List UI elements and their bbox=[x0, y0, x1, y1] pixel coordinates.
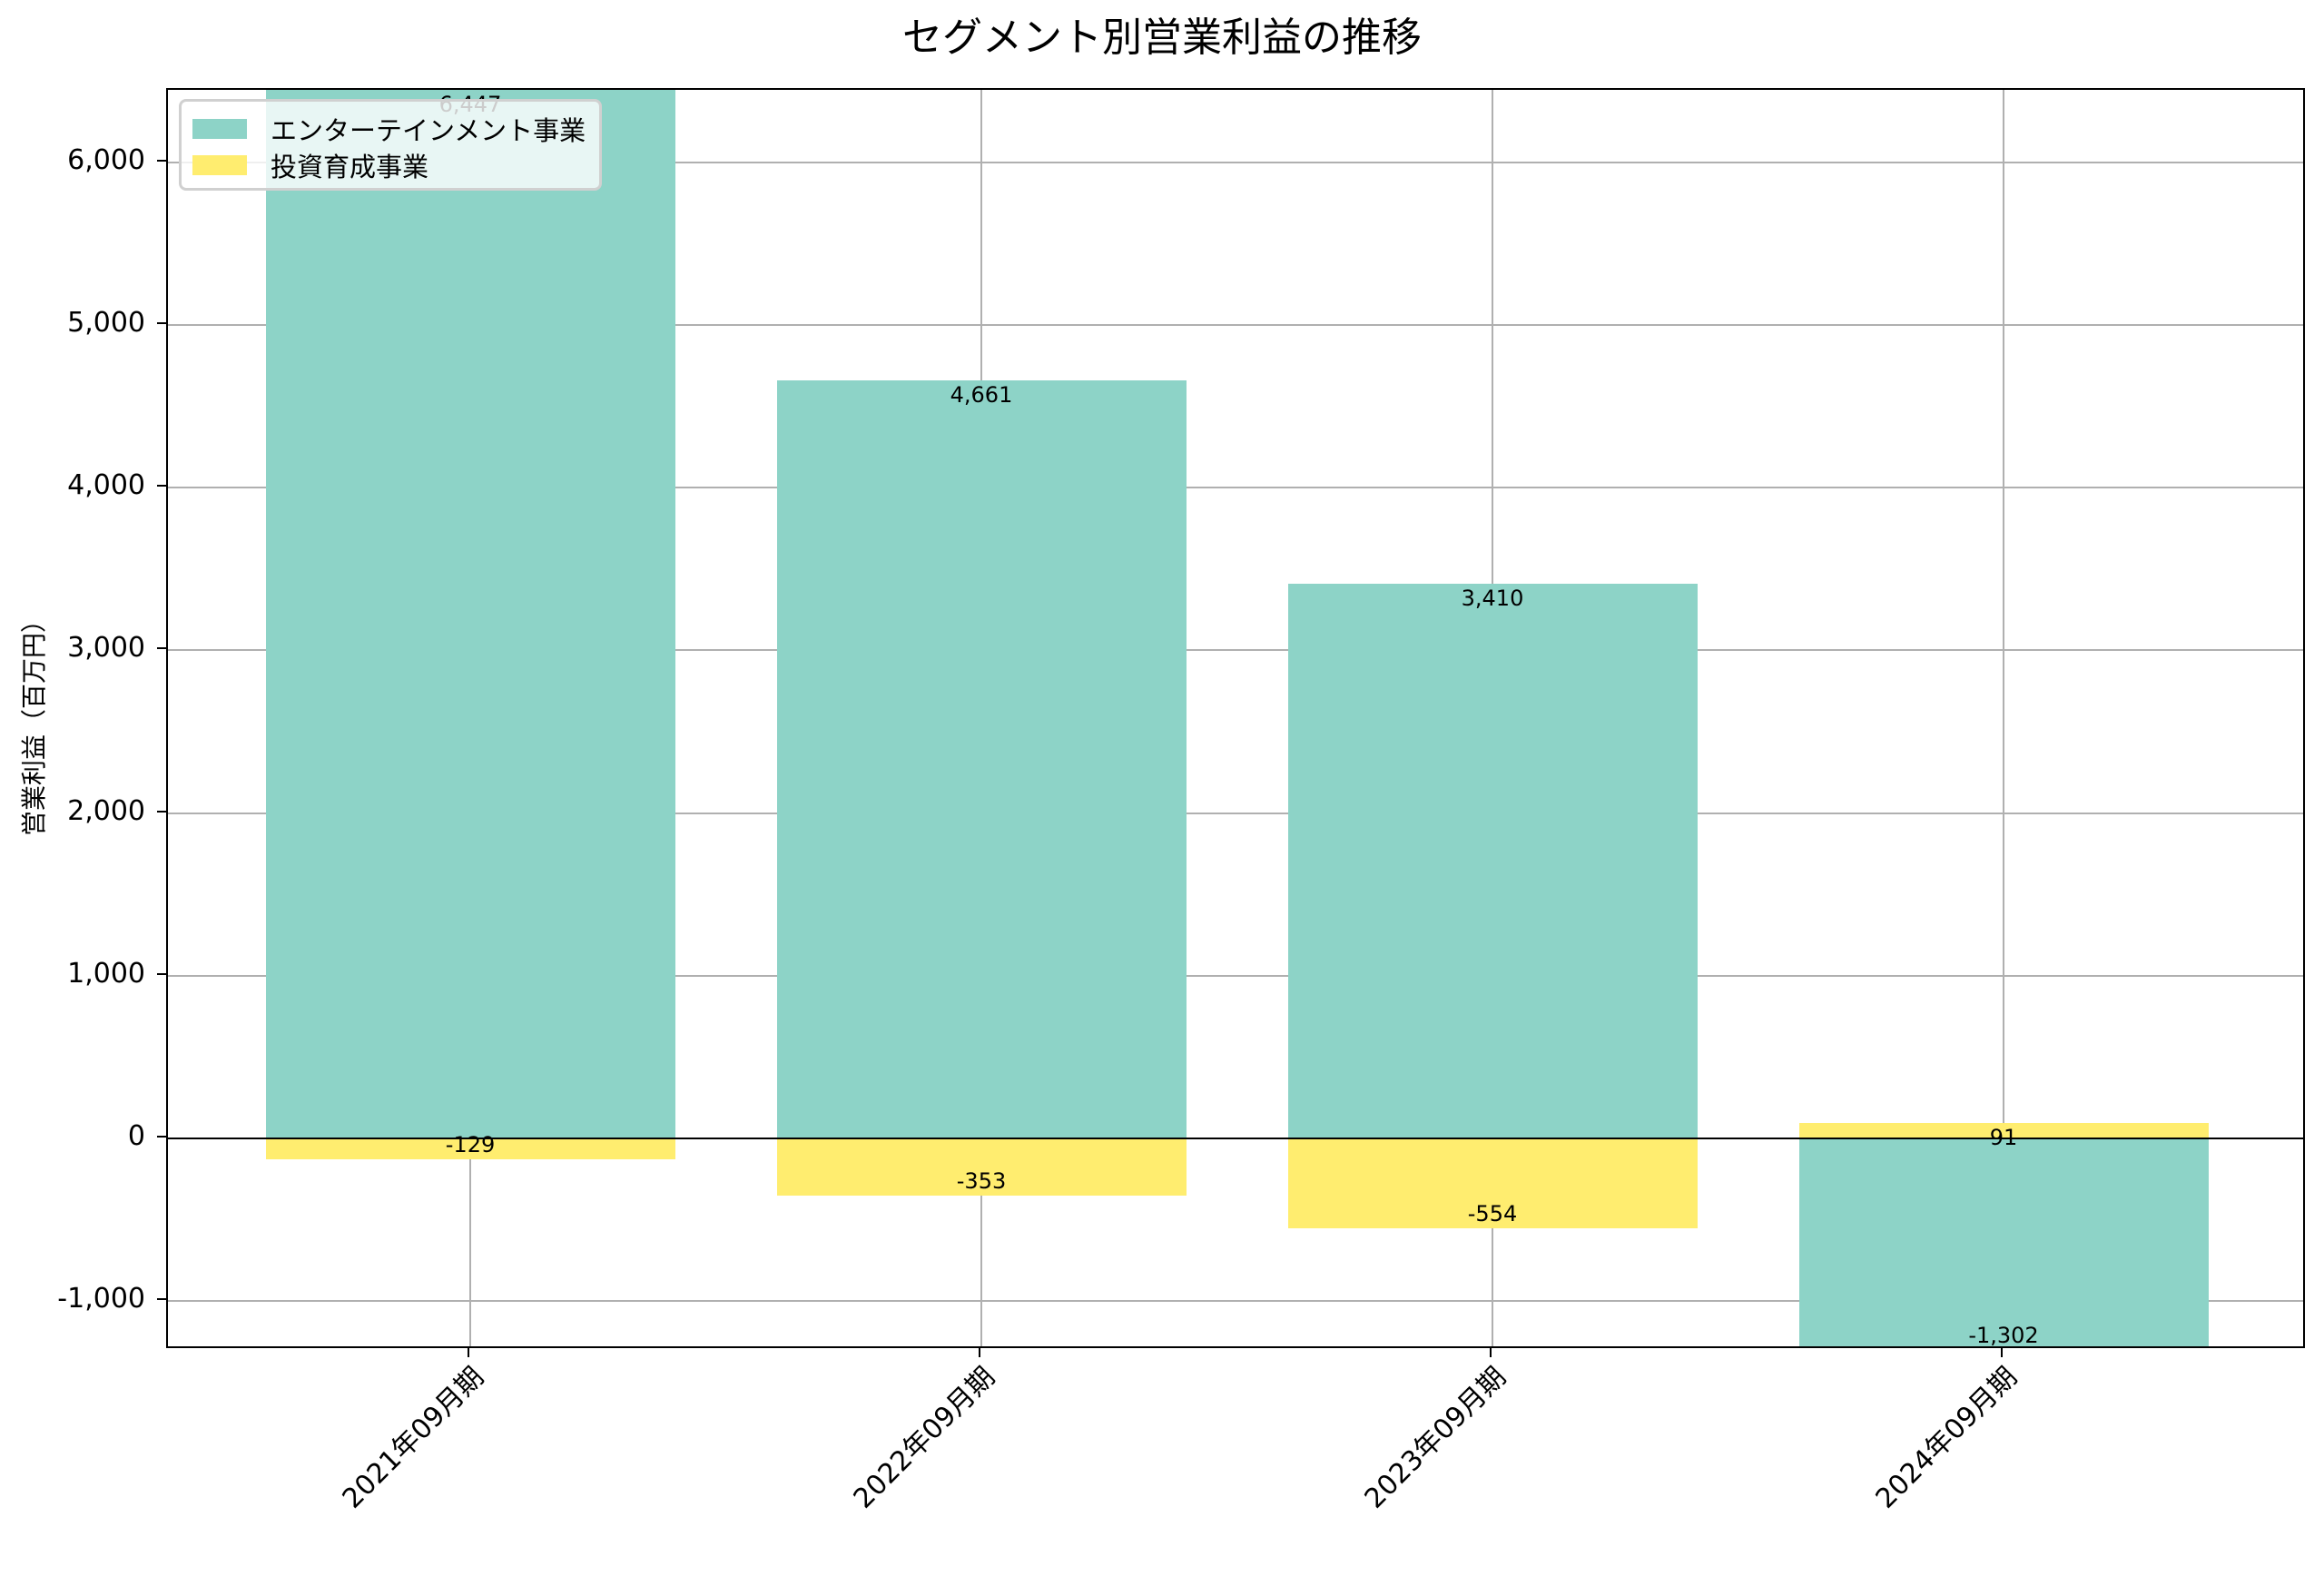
x-tick-label: 2021年09月期 bbox=[336, 1361, 491, 1515]
gridline-horizontal bbox=[168, 162, 2303, 164]
y-tick-mark bbox=[157, 810, 166, 813]
y-tick-label: -1,000 bbox=[57, 1282, 145, 1315]
x-tick-label: 2024年09月期 bbox=[1869, 1361, 2024, 1515]
zero-line bbox=[168, 1137, 2303, 1139]
legend-item-entertainment: エンターテインメント事業 bbox=[192, 111, 586, 147]
x-tick-mark bbox=[1490, 1348, 1492, 1357]
bar-investment bbox=[265, 1138, 675, 1159]
bar-entertainment bbox=[1287, 583, 1698, 1138]
bar-entertainment bbox=[265, 90, 675, 1138]
x-tick-label: 2023年09月期 bbox=[1358, 1361, 1513, 1515]
y-tick-mark bbox=[157, 160, 166, 163]
bar-value-label: -353 bbox=[956, 1168, 1007, 1194]
bar-value-label: -554 bbox=[1467, 1201, 1518, 1227]
y-tick-label: 5,000 bbox=[67, 307, 145, 340]
legend: エンターテインメント事業 投資育成事業 bbox=[179, 99, 602, 191]
bar-value-label: 4,661 bbox=[950, 381, 1013, 408]
legend-item-investment: 投資育成事業 bbox=[192, 147, 428, 183]
gridline-horizontal bbox=[168, 812, 2303, 814]
y-tick-label: 3,000 bbox=[67, 632, 145, 665]
gridline-vertical bbox=[2003, 90, 2004, 1346]
y-tick-mark bbox=[157, 322, 166, 325]
bar-value-label: 91 bbox=[1989, 1125, 2018, 1151]
legend-swatch-entertainment bbox=[192, 119, 247, 139]
bar-value-label: -129 bbox=[445, 1131, 496, 1157]
bar-investment bbox=[776, 1138, 1187, 1196]
gridline-horizontal bbox=[168, 974, 2303, 977]
legend-label: エンターテインメント事業 bbox=[271, 115, 586, 146]
y-tick-mark bbox=[157, 647, 166, 650]
y-tick-label: 6,000 bbox=[67, 144, 145, 177]
bar-investment bbox=[1798, 1123, 2209, 1138]
legend-swatch-investment bbox=[192, 155, 247, 175]
x-tick-mark bbox=[979, 1348, 980, 1357]
gridline-horizontal bbox=[168, 1299, 2303, 1302]
y-tick-mark bbox=[157, 1135, 166, 1138]
y-tick-label: 2,000 bbox=[67, 794, 145, 827]
bar-entertainment bbox=[1798, 1138, 2209, 1346]
y-tick-mark bbox=[157, 972, 166, 975]
y-tick-label: 1,000 bbox=[67, 957, 145, 990]
chart-title: セグメント別営業利益の推移 bbox=[902, 15, 1422, 61]
x-tick-label: 2022年09月期 bbox=[847, 1361, 1002, 1515]
bar-value-label: 3,410 bbox=[1461, 585, 1524, 611]
bar-value-label: -1,302 bbox=[1968, 1323, 2039, 1348]
y-tick-mark bbox=[157, 485, 166, 488]
y-tick-label: 4,000 bbox=[67, 469, 145, 502]
gridline-horizontal bbox=[168, 649, 2303, 652]
gridline-horizontal bbox=[168, 487, 2303, 489]
x-tick-mark bbox=[2001, 1348, 2003, 1357]
bar-investment bbox=[1287, 1138, 1698, 1228]
legend-label: 投資育成事業 bbox=[271, 152, 429, 182]
x-tick-mark bbox=[468, 1348, 469, 1357]
y-tick-label: 0 bbox=[127, 1119, 145, 1152]
y-tick-mark bbox=[157, 1297, 166, 1300]
bar-entertainment bbox=[776, 379, 1187, 1138]
gridline-horizontal bbox=[168, 324, 2303, 327]
